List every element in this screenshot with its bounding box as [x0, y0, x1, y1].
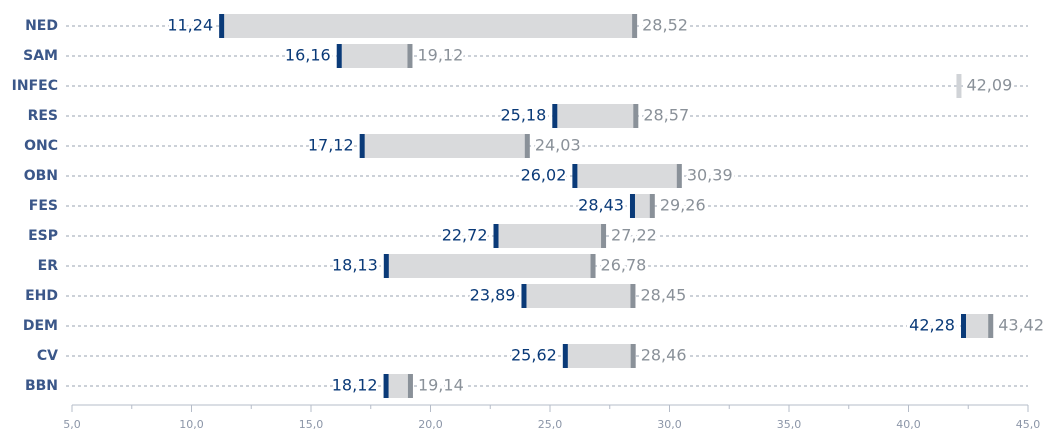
start-label: 17,12 — [308, 136, 354, 155]
range-bar — [385, 374, 410, 398]
range-bar — [962, 314, 991, 338]
start-marker — [219, 14, 225, 38]
category-label: FES — [29, 198, 58, 214]
end-label: 30,39 — [687, 166, 733, 185]
start-marker — [629, 194, 635, 218]
start-label: 28,43 — [578, 196, 624, 215]
start-marker — [521, 284, 527, 308]
x-tick-label: 40,0 — [896, 418, 921, 431]
category-label: INFEC — [12, 78, 58, 94]
start-marker — [572, 164, 578, 188]
range-bar — [523, 284, 633, 308]
x-tick-label: 15,0 — [299, 418, 324, 431]
x-tick-label: 45,0 — [1016, 418, 1041, 431]
end-marker — [524, 134, 530, 158]
end-marker — [649, 194, 655, 218]
start-marker — [960, 314, 966, 338]
start-label: 25,62 — [511, 346, 557, 365]
start-label: 23,89 — [470, 286, 516, 305]
start-label: 18,12 — [332, 376, 378, 395]
range-bar — [385, 254, 593, 278]
end-marker — [633, 104, 639, 128]
category-label: DEM — [23, 318, 58, 334]
end-label: 26,78 — [601, 256, 647, 275]
start-marker — [383, 254, 389, 278]
range-bar — [361, 134, 527, 158]
end-label: 24,03 — [535, 136, 581, 155]
start-marker — [359, 134, 365, 158]
range-bar — [554, 104, 636, 128]
start-marker — [493, 224, 499, 248]
end-marker — [632, 14, 638, 38]
end-label: 28,52 — [642, 16, 688, 35]
range-bar — [338, 44, 410, 68]
end-label: 28,46 — [641, 346, 687, 365]
x-tick-label: 20,0 — [418, 418, 443, 431]
start-marker — [383, 374, 389, 398]
category-label: NED — [25, 18, 58, 34]
start-marker — [336, 44, 342, 68]
category-label: CV — [37, 348, 58, 364]
range-bar — [495, 224, 604, 248]
x-tick-label: 5,0 — [63, 418, 81, 431]
end-label: 42,09 — [966, 76, 1012, 95]
range-bar — [631, 194, 652, 218]
end-marker — [601, 224, 607, 248]
start-label: 22,72 — [442, 226, 488, 245]
start-marker — [552, 104, 558, 128]
range-bar — [564, 344, 633, 368]
x-tick-label: 35,0 — [777, 418, 802, 431]
category-label: RES — [28, 108, 58, 124]
x-tick-label: 30,0 — [657, 418, 682, 431]
range-bar — [574, 164, 679, 188]
end-marker — [988, 314, 994, 338]
end-marker — [407, 374, 413, 398]
category-label: ESP — [28, 228, 58, 244]
category-label: BBN — [25, 378, 58, 394]
x-tick-label: 25,0 — [538, 418, 563, 431]
category-label: ER — [38, 258, 59, 274]
start-label: 42,28 — [909, 316, 955, 335]
end-label: 19,12 — [417, 46, 463, 65]
start-marker — [562, 344, 568, 368]
category-label: OBN — [24, 168, 58, 184]
end-marker — [676, 164, 682, 188]
end-label: 27,22 — [611, 226, 657, 245]
start-label: 18,13 — [332, 256, 378, 275]
category-label: ONC — [24, 138, 58, 154]
range-bar — [221, 14, 635, 38]
start-label: 25,18 — [500, 106, 546, 125]
end-label: 19,14 — [418, 376, 464, 395]
start-label: 26,02 — [521, 166, 567, 185]
category-label: EHD — [25, 288, 58, 304]
end-marker — [630, 284, 636, 308]
end-label: 28,45 — [640, 286, 686, 305]
category-label: SAM — [23, 48, 58, 64]
end-label: 28,57 — [643, 106, 689, 125]
x-tick-label: 10,0 — [179, 418, 204, 431]
end-marker — [630, 344, 636, 368]
end-label: 29,26 — [660, 196, 706, 215]
end-marker — [956, 74, 962, 98]
end-label: 43,42 — [998, 316, 1044, 335]
start-label: 16,16 — [285, 46, 331, 65]
start-label: 11,24 — [167, 16, 213, 35]
end-marker — [407, 44, 413, 68]
end-marker — [590, 254, 596, 278]
